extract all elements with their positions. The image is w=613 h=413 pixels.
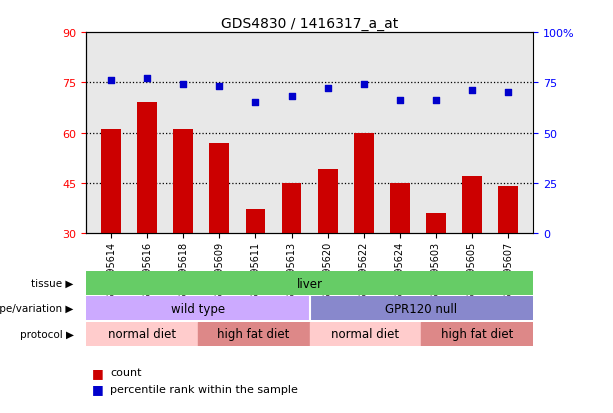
Bar: [421, 322, 533, 346]
Point: [106, 78, 116, 84]
Bar: [390, 183, 409, 233]
Bar: [101, 130, 121, 233]
Point: [503, 90, 513, 97]
Bar: [462, 177, 482, 233]
Point: [215, 84, 224, 90]
Title: GDS4830 / 1416317_a_at: GDS4830 / 1416317_a_at: [221, 17, 398, 31]
Bar: [246, 210, 265, 233]
Point: [287, 94, 297, 100]
Text: normal diet: normal diet: [332, 327, 400, 340]
Bar: [354, 133, 373, 233]
Bar: [86, 297, 310, 320]
Bar: [210, 143, 229, 233]
Text: ■: ■: [92, 366, 104, 379]
Text: genotype/variation ▶: genotype/variation ▶: [0, 304, 74, 313]
Text: wild type: wild type: [170, 302, 225, 315]
Text: protocol ▶: protocol ▶: [20, 329, 74, 339]
Bar: [281, 183, 302, 233]
Text: percentile rank within the sample: percentile rank within the sample: [110, 384, 298, 394]
Point: [251, 100, 261, 107]
Bar: [197, 322, 310, 346]
Point: [322, 86, 332, 93]
Text: normal diet: normal diet: [108, 327, 176, 340]
Text: count: count: [110, 368, 142, 377]
Text: ■: ■: [92, 382, 104, 396]
Point: [142, 76, 152, 83]
Text: high fat diet: high fat diet: [218, 327, 290, 340]
Bar: [310, 322, 422, 346]
Bar: [310, 297, 533, 320]
Point: [431, 98, 441, 104]
Bar: [86, 322, 197, 346]
Bar: [426, 213, 446, 233]
Point: [359, 82, 368, 88]
Text: liver: liver: [297, 277, 322, 290]
Text: GPR120 null: GPR120 null: [386, 302, 457, 315]
Bar: [137, 103, 157, 233]
Point: [395, 98, 405, 104]
Text: tissue ▶: tissue ▶: [31, 278, 74, 288]
Text: high fat diet: high fat diet: [441, 327, 514, 340]
Point: [467, 88, 477, 95]
Point: [178, 82, 188, 88]
Bar: [173, 130, 193, 233]
Bar: [498, 187, 518, 233]
Bar: [318, 170, 338, 233]
